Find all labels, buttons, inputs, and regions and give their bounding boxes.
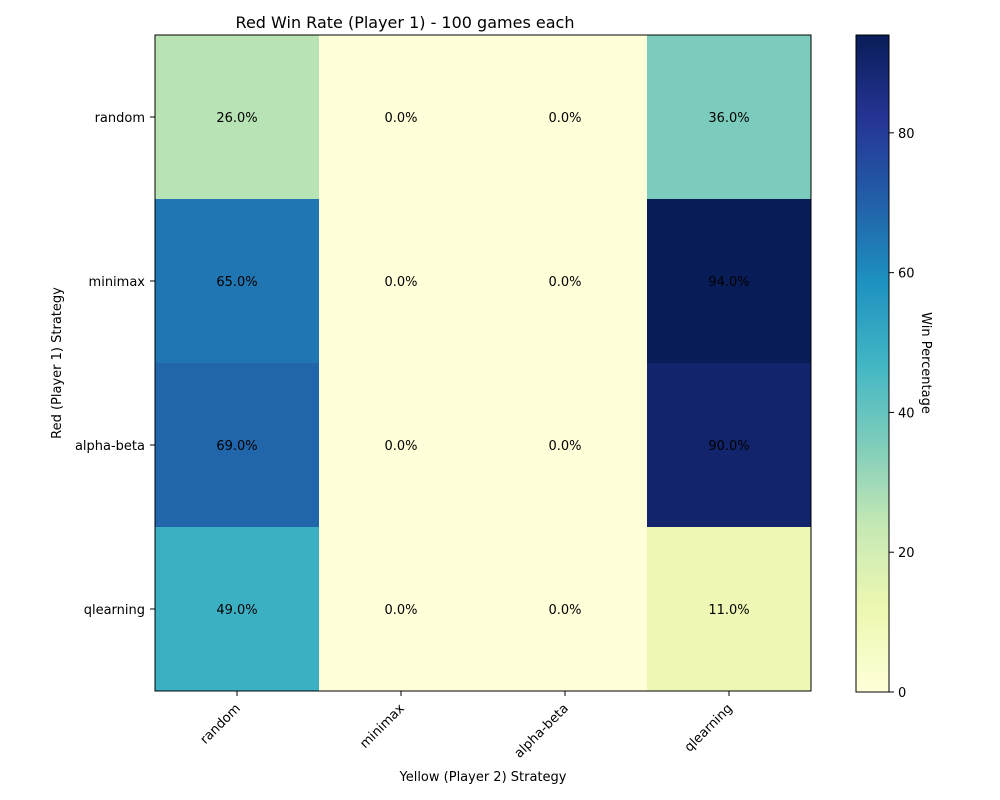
y-axis-label: Red (Player 1) Strategy — [50, 287, 65, 439]
colorbar-tick-label: 20 — [898, 546, 915, 561]
cell-value-label: 36.0% — [708, 111, 749, 126]
heatmap-cell — [647, 35, 812, 200]
cell-value-label: 0.0% — [548, 111, 581, 126]
colorbar-ticks: 0 20 40 60 80 — [889, 127, 915, 701]
x-tick-label: qlearning — [682, 701, 736, 755]
cell-value-label: 0.0% — [384, 275, 417, 290]
x-axis-label: Yellow (Player 2) Strategy — [399, 770, 567, 785]
colorbar-tick-label: 60 — [898, 267, 915, 282]
cell-value-label: 0.0% — [548, 275, 581, 290]
chart-title: Red Win Rate (Player 1) - 100 games each — [236, 13, 575, 32]
cell-value-label: 90.0% — [708, 439, 749, 454]
x-tick-label: minimax — [357, 701, 408, 752]
cell-value-label: 0.0% — [384, 603, 417, 618]
heatmap-cell — [155, 363, 320, 528]
x-axis-ticks: random minimax alpha-beta qlearning — [198, 691, 736, 761]
cell-value-label: 26.0% — [216, 111, 257, 126]
colorbar — [855, 34, 890, 693]
heatmap-cell — [483, 363, 648, 528]
cell-value-label: 11.0% — [708, 603, 749, 618]
heatmap-cell — [319, 527, 484, 692]
heatmap-cell — [483, 199, 648, 364]
cell-value-label: 0.0% — [384, 111, 417, 126]
y-tick-label: alpha-beta — [75, 439, 145, 454]
cell-value-label: 94.0% — [708, 275, 749, 290]
plot-frame — [154, 34, 812, 692]
cell-labels: 26.0% 0.0% 0.0% 36.0% 65.0% 0.0% 0.0% 94.0% 69.0… — [216, 111, 749, 618]
y-axis-ticks: random minimax alpha-beta qlearning — [75, 111, 155, 618]
heatmap-cell — [647, 527, 812, 692]
heatmap-cell — [319, 363, 484, 528]
y-tick-label: random — [95, 111, 145, 126]
heatmap-cell — [319, 35, 484, 200]
heatmap-cell — [319, 199, 484, 364]
cell-value-label: 69.0% — [216, 439, 257, 454]
y-tick-label: qlearning — [84, 603, 145, 618]
colorbar-tick-label: 40 — [898, 406, 915, 421]
colorbar-label: Win Percentage — [918, 312, 933, 414]
heatmap-cell — [483, 527, 648, 692]
heatmap-cell — [647, 363, 812, 528]
cell-value-label: 0.0% — [548, 603, 581, 618]
colorbar-tick-label: 80 — [898, 127, 915, 142]
colorbar-tick-label: 0 — [898, 686, 906, 701]
heatmap-cell — [155, 199, 320, 364]
cell-value-label: 49.0% — [216, 603, 257, 618]
heatmap-cell — [155, 35, 320, 200]
y-tick-label: minimax — [89, 275, 146, 290]
x-tick-label: alpha-beta — [512, 701, 572, 761]
cell-value-label: 65.0% — [216, 275, 257, 290]
cell-value-label: 0.0% — [384, 439, 417, 454]
heatmap-cell — [647, 199, 812, 364]
heatmap-cell — [155, 527, 320, 692]
heatmap-cell — [483, 35, 648, 200]
cell-value-label: 0.0% — [548, 439, 581, 454]
x-tick-label: random — [198, 701, 244, 747]
heatmap-cells — [155, 35, 812, 692]
